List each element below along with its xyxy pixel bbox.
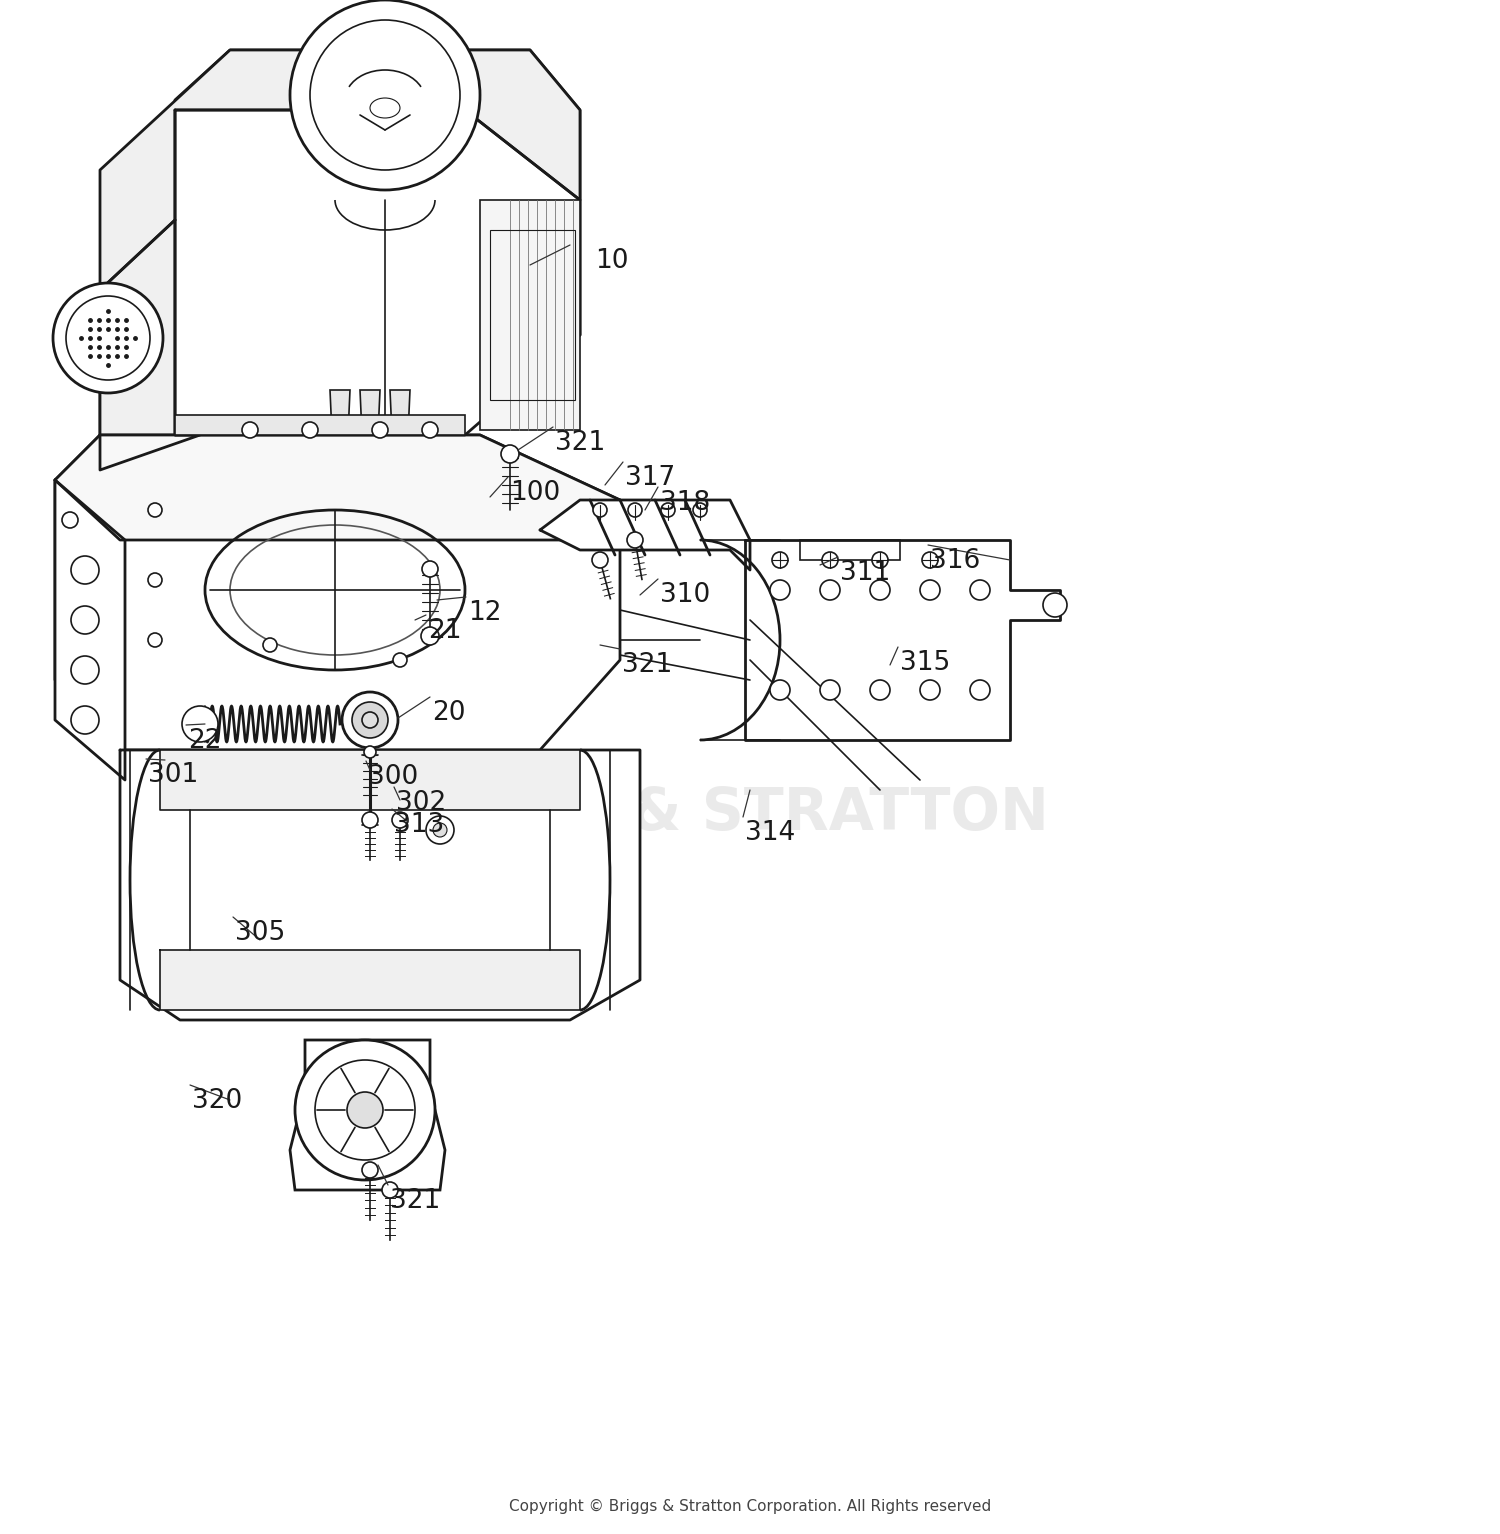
Circle shape (592, 503, 608, 517)
Text: 310: 310 (660, 581, 711, 607)
Circle shape (821, 680, 840, 700)
Circle shape (770, 680, 790, 700)
Circle shape (772, 552, 788, 568)
Circle shape (870, 580, 889, 600)
Circle shape (362, 811, 378, 828)
Polygon shape (360, 390, 380, 436)
Circle shape (501, 445, 519, 463)
Circle shape (920, 580, 940, 600)
Polygon shape (100, 51, 580, 290)
Circle shape (372, 422, 388, 439)
Polygon shape (746, 540, 1060, 739)
Circle shape (693, 503, 706, 517)
Text: 321: 321 (555, 430, 604, 456)
Circle shape (70, 657, 99, 684)
Polygon shape (330, 390, 350, 436)
Circle shape (362, 1161, 378, 1178)
Text: 22: 22 (188, 729, 222, 755)
Circle shape (821, 580, 840, 600)
Polygon shape (100, 219, 200, 469)
Text: 320: 320 (192, 1088, 243, 1114)
Circle shape (362, 712, 378, 729)
Text: 314: 314 (746, 821, 795, 845)
Circle shape (342, 692, 398, 749)
Circle shape (66, 296, 150, 380)
Circle shape (53, 282, 164, 393)
Polygon shape (56, 480, 125, 779)
Polygon shape (120, 750, 640, 1020)
Text: 321: 321 (622, 652, 672, 678)
Circle shape (422, 561, 438, 577)
Circle shape (871, 552, 888, 568)
Circle shape (70, 706, 99, 733)
Circle shape (970, 580, 990, 600)
Circle shape (315, 1060, 416, 1160)
Circle shape (302, 422, 318, 439)
Circle shape (870, 680, 889, 700)
Text: 10: 10 (596, 249, 628, 275)
Circle shape (70, 606, 99, 634)
Circle shape (364, 746, 376, 758)
Polygon shape (56, 436, 620, 540)
Text: 311: 311 (840, 560, 891, 586)
Circle shape (296, 1040, 435, 1180)
Polygon shape (480, 199, 580, 430)
Text: 20: 20 (432, 700, 465, 726)
Circle shape (62, 512, 78, 528)
Circle shape (1042, 594, 1066, 617)
Text: 305: 305 (236, 920, 285, 946)
Circle shape (290, 0, 480, 190)
Polygon shape (290, 1040, 446, 1190)
Circle shape (770, 580, 790, 600)
Circle shape (242, 422, 258, 439)
Polygon shape (56, 436, 620, 750)
Circle shape (433, 824, 447, 838)
Circle shape (627, 532, 644, 548)
Circle shape (422, 627, 440, 644)
Text: 100: 100 (510, 480, 561, 506)
Circle shape (392, 811, 408, 828)
Circle shape (628, 503, 642, 517)
Circle shape (310, 20, 460, 170)
Text: 321: 321 (390, 1187, 441, 1213)
Circle shape (346, 1092, 382, 1127)
Polygon shape (100, 51, 580, 469)
Circle shape (70, 555, 99, 584)
Circle shape (920, 680, 940, 700)
Circle shape (822, 552, 839, 568)
Circle shape (662, 503, 675, 517)
Circle shape (148, 503, 162, 517)
Circle shape (382, 1183, 398, 1198)
Circle shape (422, 422, 438, 439)
Text: BRIGGS & STRATTON: BRIGGS & STRATTON (362, 784, 1048, 842)
Text: 12: 12 (468, 600, 501, 626)
Polygon shape (176, 416, 465, 436)
Circle shape (182, 706, 218, 742)
Text: 313: 313 (394, 811, 444, 838)
Text: 301: 301 (148, 762, 198, 788)
Polygon shape (160, 750, 580, 810)
Circle shape (592, 552, 608, 568)
Text: 300: 300 (368, 764, 419, 790)
Circle shape (970, 680, 990, 700)
Text: 317: 317 (626, 465, 675, 491)
Circle shape (393, 653, 406, 667)
Circle shape (148, 634, 162, 647)
Polygon shape (390, 390, 410, 436)
Text: Copyright © Briggs & Stratton Corporation. All Rights reserved: Copyright © Briggs & Stratton Corporatio… (509, 1499, 992, 1514)
Text: 21: 21 (427, 618, 462, 644)
Polygon shape (540, 500, 750, 571)
Circle shape (148, 574, 162, 588)
Circle shape (922, 552, 938, 568)
Polygon shape (160, 950, 580, 1009)
Polygon shape (176, 110, 580, 436)
Circle shape (426, 816, 454, 844)
Text: 316: 316 (930, 548, 981, 574)
Text: 302: 302 (396, 790, 447, 816)
Text: 315: 315 (900, 650, 951, 676)
Text: 318: 318 (660, 489, 711, 515)
Circle shape (262, 638, 278, 652)
Circle shape (352, 703, 388, 738)
